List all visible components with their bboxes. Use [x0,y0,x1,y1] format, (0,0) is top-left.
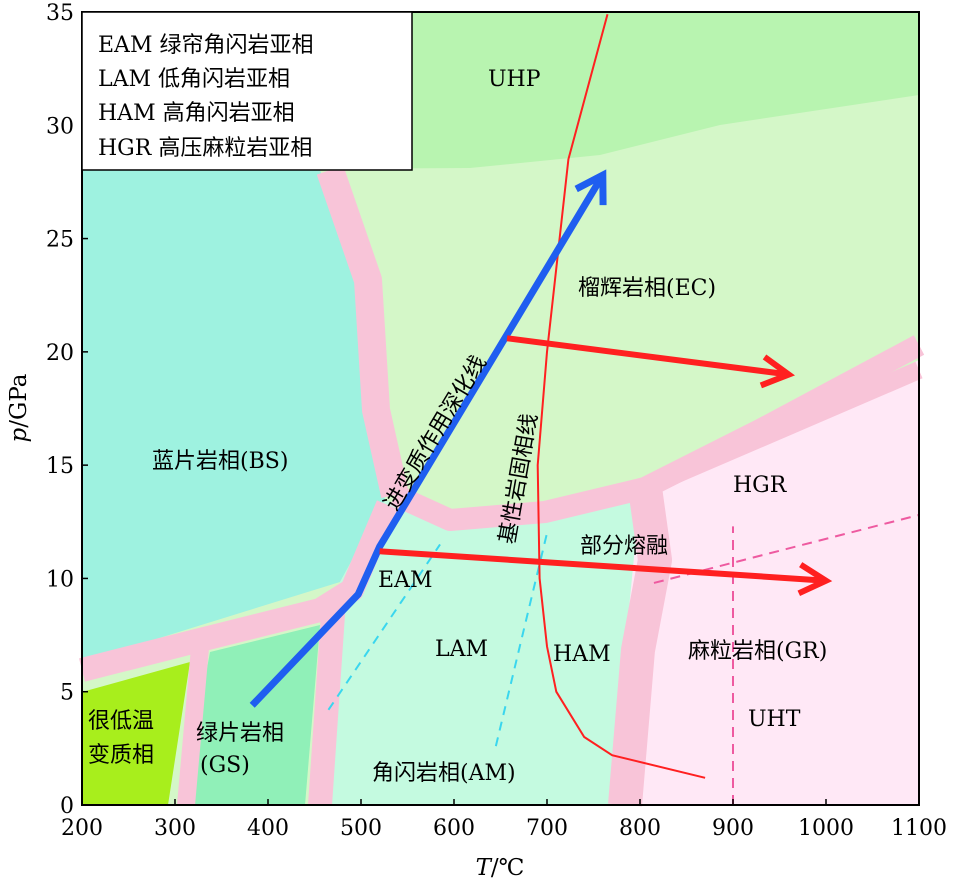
x-axis-ticks: 200 300 400 500 600 700 800 900 1000 1100 [61,799,947,841]
legend-box [81,11,413,171]
cyan-dashed-line [327,543,441,711]
facies-boundaries [79,165,925,807]
label-bs: 蓝片岩相(BS) [152,449,288,474]
label-very-low-1: 很低温 [88,709,154,734]
y-tick-label: 10 [46,567,74,592]
region-gr [610,360,919,805]
x-tick-label: 600 [433,816,475,841]
x-tick-label: 200 [61,816,103,841]
x-tick-label: 700 [526,816,568,841]
region-bs [82,170,385,662]
x-axis-title: T/℃ [476,855,525,881]
x-tick-label: 400 [247,816,289,841]
plot-frame [81,11,920,806]
label-uht: UHT [748,707,801,732]
y-tick-label: 0 [60,794,74,819]
red-arrow-lower [379,548,827,584]
region-am [320,495,660,805]
legend-item-eam: EAM 绿帘角闪岩亚相 [98,33,313,58]
y-tick-label: 30 [46,114,74,139]
red-arrow-upper-head [759,354,796,389]
label-uhp: UHP [488,67,541,92]
label-gs-1: 绿片岩相 [196,721,284,746]
x-tick-label: 900 [712,816,754,841]
boundary-lowp [79,500,400,682]
y-tick-label: 35 [46,1,74,26]
prograde-line [249,173,606,708]
label-lam: LAM [435,637,488,662]
label-ham: HAM [553,642,611,667]
label-gs-2: (GS) [200,753,250,778]
label-gr: 麻粒岩相(GR) [688,639,827,664]
x-tick-label: 800 [619,816,661,841]
label-eam: EAM [378,568,432,593]
x-tick-label: 1000 [798,816,854,841]
boundary-bs-ec [316,165,409,499]
label-partial-melting: 部分熔融 [580,534,668,559]
legend: EAM 绿帘角闪岩亚相 LAM 低角闪岩亚相 HAM 高角闪岩亚相 HGR 高压… [81,11,413,171]
y-tick-label: 15 [46,454,74,479]
y-tick-label: 25 [46,228,74,253]
boundary-am-gr [608,485,672,807]
label-very-low-2: 变质相 [88,743,154,768]
y-tick-label: 5 [60,681,74,706]
y-axis-ticks: 0 5 10 15 20 25 30 35 [46,1,88,819]
region-very-low [82,662,190,805]
label-hgr: HGR [733,473,788,498]
boundary-vl-gs [177,647,209,806]
x-tick-label: 1100 [891,816,947,841]
legend-item-lam: LAM 低角闪岩亚相 [98,67,290,92]
legend-item-ham: HAM 高角闪岩亚相 [98,101,295,126]
prograde-arrowhead [574,169,607,206]
legend-item-hgr: HGR 高压麻粒岩亚相 [98,136,312,161]
y-tick-label: 20 [46,341,74,366]
x-tick-label: 500 [340,816,382,841]
label-am: 角闪岩相(AM) [372,761,516,786]
red-arrow-upper [506,335,790,378]
boundary-gr-top [636,361,923,499]
label-ec: 榴辉岩相(EC) [578,276,716,301]
boundary-ec-am [390,335,925,531]
y-axis-title: p/GPa [6,373,32,442]
red-arrow-lower-head [797,562,833,597]
boundary-gs-am [308,599,346,806]
x-tick-label: 300 [154,816,196,841]
pink-dashed-sloped-line [653,514,920,584]
